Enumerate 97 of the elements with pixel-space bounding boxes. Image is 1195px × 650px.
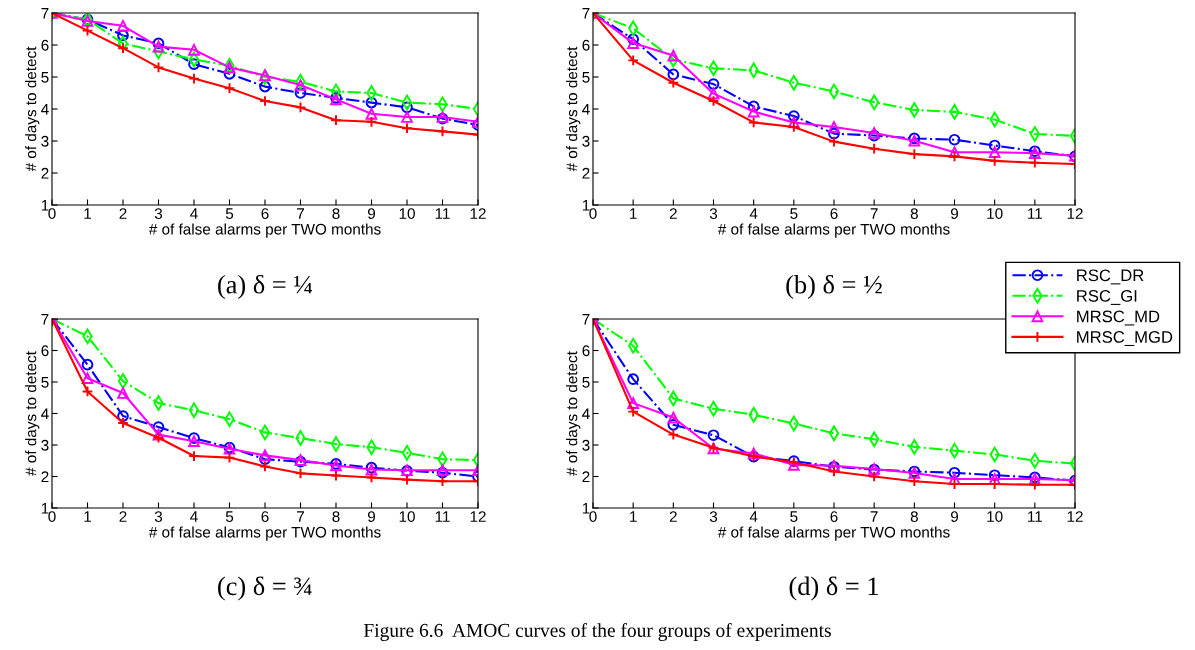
y-tick-label: 4	[582, 408, 590, 420]
x-tick-label: 12	[1067, 208, 1083, 219]
x-tick-label: 2	[669, 208, 677, 219]
y-tick-label: 6	[582, 345, 590, 357]
y-tick-label: 3	[41, 439, 49, 451]
x-tick-label: 12	[470, 511, 486, 522]
x-tick-label: 0	[48, 511, 56, 522]
x-tick-label: 6	[830, 511, 838, 522]
y-tick-label: 7	[41, 8, 49, 19]
y-tick-label: 5	[582, 377, 590, 388]
legend-label: MRSC_MGD	[1077, 331, 1173, 346]
x-tick-label: 0	[589, 208, 597, 219]
y-tick-label: 1	[582, 503, 590, 514]
x-tick-label: 6	[261, 208, 269, 219]
x-tick-label: 2	[119, 208, 127, 219]
y-tick-label: 2	[41, 471, 49, 483]
text: (d) δ = 1	[789, 576, 878, 601]
x-tick-label: 9	[950, 208, 959, 219]
x-tick-label: 11	[435, 511, 450, 522]
y-tick-label: 6	[41, 345, 49, 357]
text: (c) δ = ¾	[218, 576, 312, 601]
x-tick-label: 5	[790, 208, 798, 219]
x-tick-label: 3	[709, 511, 718, 522]
x-tick-label: 1	[630, 208, 637, 219]
x-tick-label: 1	[630, 511, 637, 522]
x-tick-label: 11	[1028, 511, 1043, 522]
x-tick-label: 11	[435, 208, 450, 219]
x-tick-label: 3	[154, 511, 163, 522]
x-tick-label: 6	[261, 511, 269, 522]
x-tick-label: 7	[297, 208, 304, 219]
y-tick-label: 1	[582, 200, 590, 211]
x-tick-label: 3	[154, 208, 163, 219]
x-tick-label: 12	[1067, 511, 1083, 522]
x-tick-label: 10	[399, 511, 415, 522]
y-tick-label: 2	[582, 167, 590, 179]
y-tick-label: 3	[582, 135, 590, 147]
y-axis-title: # of days to detect	[25, 46, 40, 172]
y-tick-label: 5	[41, 72, 49, 83]
x-axis-title: # of false alarms per TWO months	[148, 526, 381, 541]
y-tick-label: 2	[41, 167, 49, 179]
y-tick-label: 2	[582, 471, 590, 483]
x-tick-label: 2	[669, 511, 677, 522]
x-tick-label: 10	[987, 511, 1003, 522]
x-tick-label: 1	[84, 208, 91, 219]
x-tick-label: 1	[84, 511, 91, 522]
y-tick-label: 1	[41, 200, 49, 211]
x-tick-label: 9	[367, 511, 376, 522]
x-tick-label: 7	[297, 511, 304, 522]
x-tick-label: 12	[470, 208, 486, 219]
x-tick-label: 11	[1028, 208, 1043, 219]
x-tick-label: 8	[910, 208, 918, 219]
y-tick-label: 4	[582, 104, 590, 115]
y-tick-label: 1	[41, 503, 49, 514]
legend-label: RSC_GI	[1077, 289, 1137, 305]
x-tick-label: 0	[48, 208, 56, 219]
y-axis-title: # of days to detect	[566, 46, 581, 172]
x-tick-label: 8	[910, 511, 918, 522]
x-axis-title: # of false alarms per TWO months	[717, 526, 950, 541]
x-tick-label: 5	[225, 208, 234, 219]
y-tick-label: 5	[582, 72, 590, 83]
x-tick-label: 8	[332, 208, 340, 219]
y-tick-label: 3	[41, 135, 49, 147]
text: (b) δ = ½	[786, 274, 882, 299]
x-tick-label: 8	[332, 511, 340, 522]
y-tick-label: 4	[41, 104, 49, 115]
x-tick-label: 4	[190, 208, 198, 219]
text: (a) δ = ¼	[218, 274, 312, 299]
y-tick-label: 3	[582, 439, 590, 451]
x-tick-label: 4	[749, 511, 758, 522]
y-tick-label: 6	[41, 39, 49, 51]
legend-label: RSC_DR	[1077, 269, 1144, 285]
y-tick-label: 6	[582, 39, 590, 51]
y-tick-label: 4	[41, 408, 49, 420]
y-axis-title: # of days to detect	[566, 351, 581, 476]
x-tick-label: 10	[987, 208, 1003, 219]
x-tick-label: 2	[119, 511, 127, 522]
x-tick-label: 5	[225, 511, 234, 522]
x-tick-label: 9	[367, 208, 376, 219]
x-tick-label: 7	[870, 511, 878, 522]
x-tick-label: 7	[870, 208, 878, 219]
x-tick-label: 4	[749, 208, 758, 219]
x-tick-label: 9	[950, 511, 959, 522]
x-tick-label: 5	[790, 511, 798, 522]
y-tick-label: 5	[41, 377, 49, 388]
legend-label: MRSC_MD	[1077, 310, 1160, 326]
caption: Figure 6.6 AMOC curves of the four groups of experiments	[363, 623, 831, 641]
y-tick-label: 7	[582, 8, 590, 19]
x-tick-label: 10	[399, 208, 415, 219]
x-tick-label: 4	[190, 511, 198, 522]
y-axis-title: # of days to detect	[25, 351, 40, 476]
x-axis-title: # of false alarms per TWO months	[148, 223, 381, 238]
x-axis-title: # of false alarms per TWO months	[717, 223, 950, 238]
x-tick-label: 6	[830, 208, 838, 219]
x-tick-label: 3	[709, 208, 718, 219]
x-tick-label: 0	[589, 511, 597, 522]
y-tick-label: 7	[41, 314, 49, 325]
y-tick-label: 7	[582, 314, 590, 325]
